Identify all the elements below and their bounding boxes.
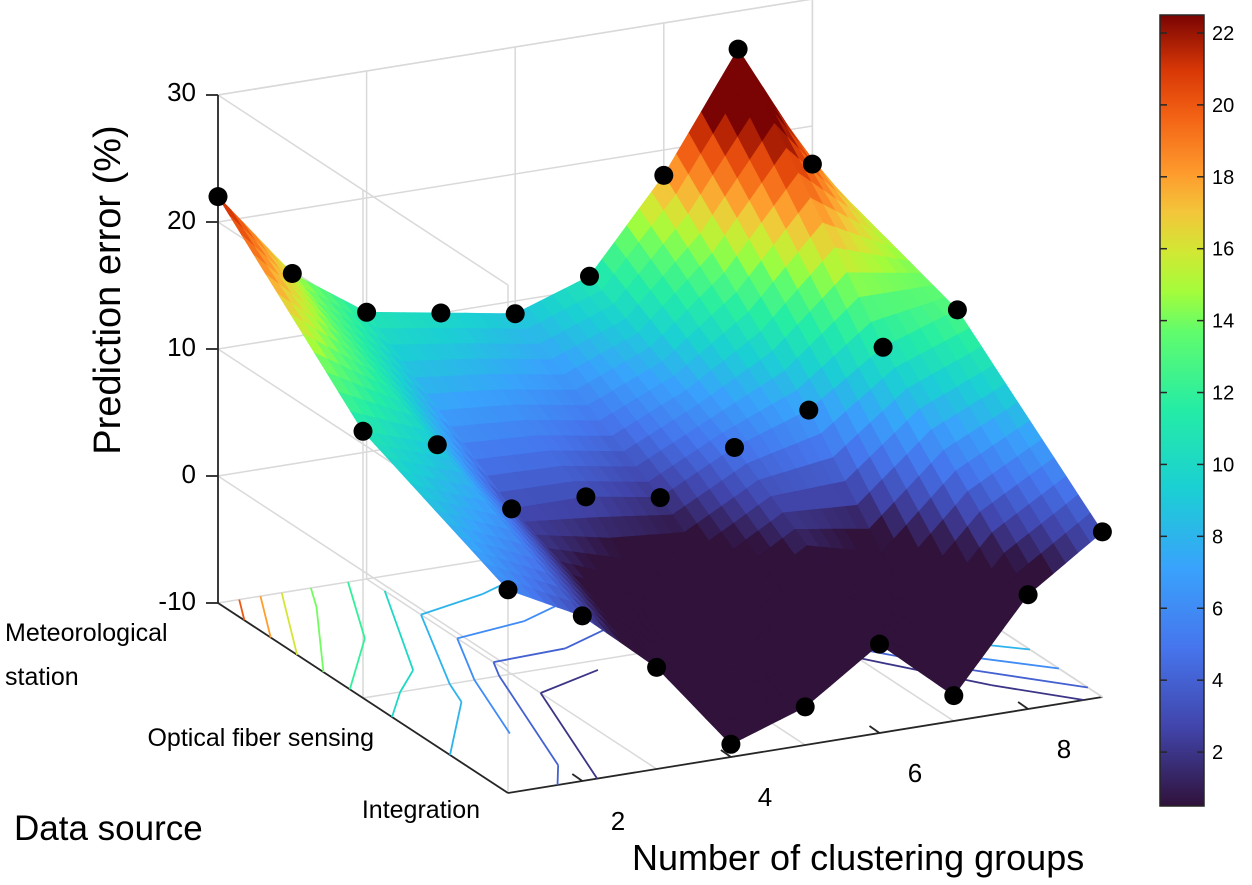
data-point <box>357 302 377 322</box>
y-axis-label: Data source <box>14 809 203 848</box>
contour-segment <box>457 620 524 640</box>
data-point <box>728 39 748 59</box>
data-point <box>802 154 822 174</box>
data-point <box>502 499 522 519</box>
y-tick-label: station <box>5 663 79 691</box>
contour-segment <box>448 683 463 703</box>
contour-segment <box>540 669 599 694</box>
data-point <box>498 580 518 600</box>
x-tick-label: 8 <box>1057 734 1071 764</box>
data-point <box>282 264 302 283</box>
contour-segment <box>493 647 566 664</box>
contour-segment <box>456 638 476 681</box>
data-point <box>431 303 451 323</box>
colorbar-tick-label: 14 <box>1212 311 1234 333</box>
contour-segment <box>991 684 1084 701</box>
z-tick-label: 20 <box>167 205 196 235</box>
data-point <box>1018 585 1038 605</box>
contour-segment <box>556 765 560 786</box>
colorbar-tick-label: 16 <box>1212 239 1234 261</box>
z-tick-label: 30 <box>167 77 196 107</box>
contour-segment <box>420 593 483 616</box>
colorbar-tick-labels: 22 20 18 16 14 12 10 8 6 4 2 <box>1212 23 1234 764</box>
colorbar-tick-label: 8 <box>1212 526 1223 548</box>
colorbar-tick-label: 12 <box>1212 383 1234 405</box>
data-point <box>427 435 447 455</box>
y-tick-label-line: station <box>5 663 79 691</box>
contour-segment <box>539 692 598 780</box>
contour-segment <box>399 669 414 693</box>
colorbar-tick-label: 22 <box>1212 23 1234 45</box>
colorbar-tick-label: 20 <box>1212 95 1234 117</box>
y-tick-label-line: Meteorological <box>5 619 168 647</box>
data-point <box>721 734 741 754</box>
data-point <box>505 304 525 324</box>
x-tick-label: 2 <box>611 806 625 836</box>
z-tick-label: 0 <box>182 459 196 489</box>
contour-segment <box>967 668 1089 689</box>
data-point <box>208 187 228 207</box>
z-axis-label: Prediction error (%) <box>87 125 129 454</box>
contour-segment <box>449 701 463 756</box>
contour-segment <box>420 614 451 685</box>
colorbar-ticks <box>1160 32 1204 753</box>
y-tick-label: Optical fiber sensing <box>147 724 374 752</box>
contour-segment <box>348 638 366 690</box>
data-point <box>725 438 744 457</box>
data-point <box>353 421 373 441</box>
data-point <box>944 686 964 706</box>
colorbar-tick-label: 10 <box>1212 454 1234 476</box>
contour-segment <box>492 661 501 677</box>
data-point <box>650 488 670 508</box>
z-tick-label: 10 <box>167 332 196 362</box>
data-point <box>870 634 889 654</box>
x-tick-label: 6 <box>908 758 922 788</box>
contour-segment <box>310 587 318 608</box>
contour-segment <box>498 675 559 766</box>
contour-segment <box>280 592 298 656</box>
data-point <box>799 400 819 420</box>
data-point <box>795 697 815 717</box>
y-tick-label: Integration <box>362 796 480 824</box>
surface <box>217 48 1103 745</box>
data-point <box>580 266 599 286</box>
data-point <box>873 337 893 357</box>
data-point <box>654 165 674 185</box>
data-point <box>1092 522 1112 542</box>
x-axis-label: Number of clustering groups <box>632 837 1084 878</box>
data-point <box>572 606 592 626</box>
data-point <box>576 487 596 507</box>
colorbar-tick-label: 18 <box>1212 167 1234 189</box>
x-axis-ticks <box>571 701 1029 782</box>
x-tick-label: 4 <box>758 782 772 812</box>
colorbar-tick-label: 2 <box>1212 742 1223 764</box>
data-point <box>647 657 667 677</box>
colorbar-tick-label: 4 <box>1212 670 1223 692</box>
contour-segment <box>238 599 246 621</box>
z-tick-label: -10 <box>158 586 196 616</box>
colorbar <box>1159 14 1205 807</box>
contour-segment <box>315 606 325 673</box>
y-tick-label: Meteorological <box>5 619 168 647</box>
contour-segment <box>391 691 402 718</box>
z-axis-ticks <box>206 94 218 604</box>
contour-segment <box>259 595 272 638</box>
contour-segment <box>383 590 414 671</box>
contour-segment <box>473 679 511 734</box>
colorbar-tick-label: 6 <box>1212 598 1223 620</box>
data-markers <box>208 39 1112 754</box>
data-point <box>947 300 967 320</box>
contour-segment <box>347 581 366 639</box>
